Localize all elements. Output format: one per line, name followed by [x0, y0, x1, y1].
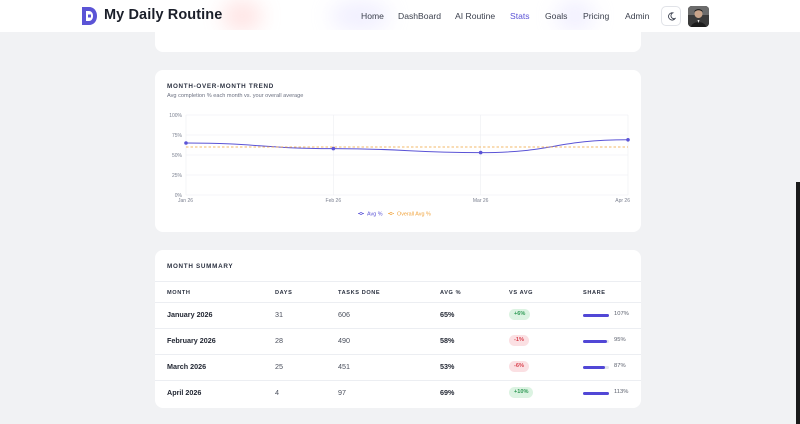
row-divider	[155, 354, 641, 355]
legend-marker	[389, 212, 393, 216]
y-tick-label: 0%	[175, 193, 183, 199]
user-avatar[interactable]	[688, 6, 709, 27]
nav-dashboard[interactable]: DashBoard	[398, 11, 441, 21]
avg-line	[185, 139, 629, 154]
y-tick-label: 75%	[172, 133, 183, 139]
y-tick-label: 50%	[172, 153, 183, 159]
divider	[155, 302, 641, 303]
col-vs-avg[interactable]: VS AVG	[509, 290, 534, 296]
x-tick-label: Jan 26	[178, 198, 193, 204]
share-percent: 107%	[614, 311, 629, 317]
nav-goals[interactable]: Goals	[545, 11, 568, 21]
top-navbar: My Daily Routine Home DashBoard AI Routi…	[0, 0, 800, 32]
brand-title[interactable]: My Daily Routine	[104, 7, 223, 23]
cell-days: 25	[275, 362, 283, 371]
page-scrollbar[interactable]	[796, 182, 800, 424]
divider	[155, 281, 641, 282]
cell-days: 31	[275, 310, 283, 319]
avg-point	[184, 141, 188, 145]
header-glow	[330, 0, 390, 32]
avg-point	[478, 150, 483, 155]
col-tasks-done[interactable]: TASKS DONE	[338, 290, 381, 296]
share-percent: 113%	[614, 389, 629, 395]
share-bar-fill	[583, 391, 609, 395]
cell-avg: 65%	[440, 310, 455, 319]
moon-icon	[667, 11, 676, 20]
share-bar	[583, 391, 609, 395]
summary-title: MONTH SUMMARY	[167, 263, 234, 270]
cell-avg: 53%	[440, 362, 455, 371]
legend-item: Overall Avg %	[397, 212, 431, 218]
nav-stats[interactable]: Stats	[510, 11, 530, 21]
cell-days: 28	[275, 336, 283, 345]
previous-card	[155, 30, 641, 52]
share-bar	[583, 339, 609, 343]
nav-pricing[interactable]: Pricing	[583, 11, 610, 21]
trend-card: MONTH-OVER-MONTH TREND Avg completion % …	[155, 70, 641, 232]
vs-avg-badge: -6%	[509, 361, 529, 372]
cell-tasks: 97	[338, 388, 346, 397]
cell-tasks: 490	[338, 336, 350, 345]
row-divider	[155, 328, 641, 329]
trend-chart: 100% 75% 50% 25% 0%Jan 26 Feb 26 Mar 26 Apr 26 A…	[169, 113, 630, 218]
cell-days: 4	[275, 388, 279, 397]
logo-icon[interactable]	[80, 6, 98, 26]
trend-title: MONTH-OVER-MONTH TREND	[167, 83, 275, 90]
cell-month: March 2026	[167, 362, 207, 371]
cell-month: February 2026	[167, 336, 216, 345]
header-glow	[222, 0, 262, 32]
share-percent: 95%	[614, 337, 626, 343]
col-days[interactable]: DAYS	[275, 290, 293, 296]
col-avg[interactable]: AVG %	[440, 290, 462, 296]
share-bar	[583, 365, 609, 369]
share-bar-fill	[583, 313, 609, 317]
share-bar-fill	[583, 365, 605, 369]
share-percent: 87%	[614, 363, 626, 369]
avg-point	[626, 138, 630, 142]
x-tick-label: Mar 26	[473, 198, 489, 204]
cell-avg: 69%	[440, 388, 455, 397]
vs-avg-badge: +10%	[509, 387, 534, 398]
vs-avg-badge: -1%	[509, 335, 529, 346]
theme-toggle-button[interactable]	[661, 6, 681, 26]
y-tick-label: 100%	[169, 113, 182, 119]
avg-point	[331, 146, 336, 151]
share-bar	[583, 313, 609, 317]
nav-ai-routine[interactable]: AI Routine	[455, 11, 496, 21]
header-glow	[555, 0, 595, 32]
x-tick-label: Feb 26	[326, 198, 342, 204]
avatar-image	[688, 6, 709, 27]
legend-item: Avg %	[367, 212, 383, 218]
cell-avg: 58%	[440, 336, 455, 345]
col-share[interactable]: SHARE	[583, 290, 606, 296]
summary-card: MONTH SUMMARY MONTH DAYS TASKS DONE AVG …	[155, 250, 641, 408]
cell-tasks: 451	[338, 362, 350, 371]
nav-admin[interactable]: Admin	[625, 11, 650, 21]
row-divider	[155, 380, 641, 381]
cell-month: January 2026	[167, 310, 213, 319]
vs-avg-badge: +6%	[509, 309, 531, 320]
cell-month: April 2026	[167, 388, 202, 397]
y-tick-label: 25%	[172, 173, 183, 179]
share-bar-fill	[583, 339, 607, 343]
trend-subtitle: Avg completion % each month vs. your ove…	[167, 93, 304, 99]
legend-marker	[359, 212, 363, 216]
col-month[interactable]: MONTH	[167, 290, 191, 296]
nav-home[interactable]: Home	[361, 11, 384, 21]
x-tick-label: Apr 26	[615, 198, 630, 204]
cell-tasks: 606	[338, 310, 350, 319]
